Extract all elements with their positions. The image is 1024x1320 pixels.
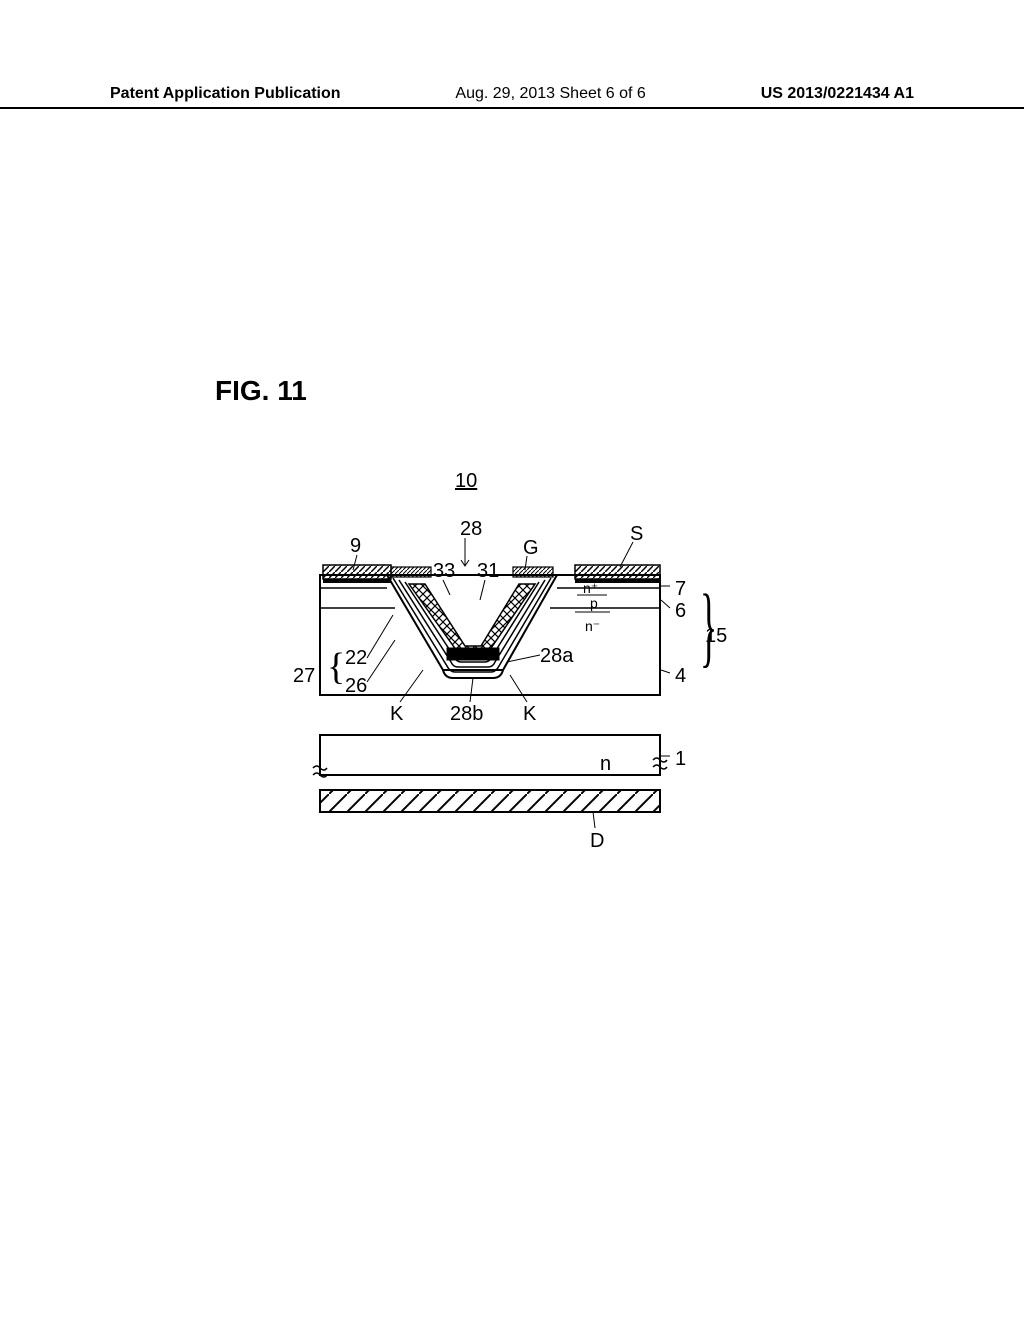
page-header: Patent Application Publication Aug. 29, …	[0, 85, 1024, 109]
semiconductor-diagram: 10 9 28 G S 33 31 7 6 15 4 27 22 26 K 28…	[275, 470, 725, 920]
header-date-sheet: Aug. 29, 2013 Sheet 6 of 6	[455, 85, 645, 103]
figure-label: FIG. 11	[215, 375, 307, 407]
header-pub-number: US 2013/0221434 A1	[761, 85, 914, 103]
header-publication: Patent Application Publication	[110, 85, 341, 103]
cross-section-svg	[275, 470, 725, 870]
